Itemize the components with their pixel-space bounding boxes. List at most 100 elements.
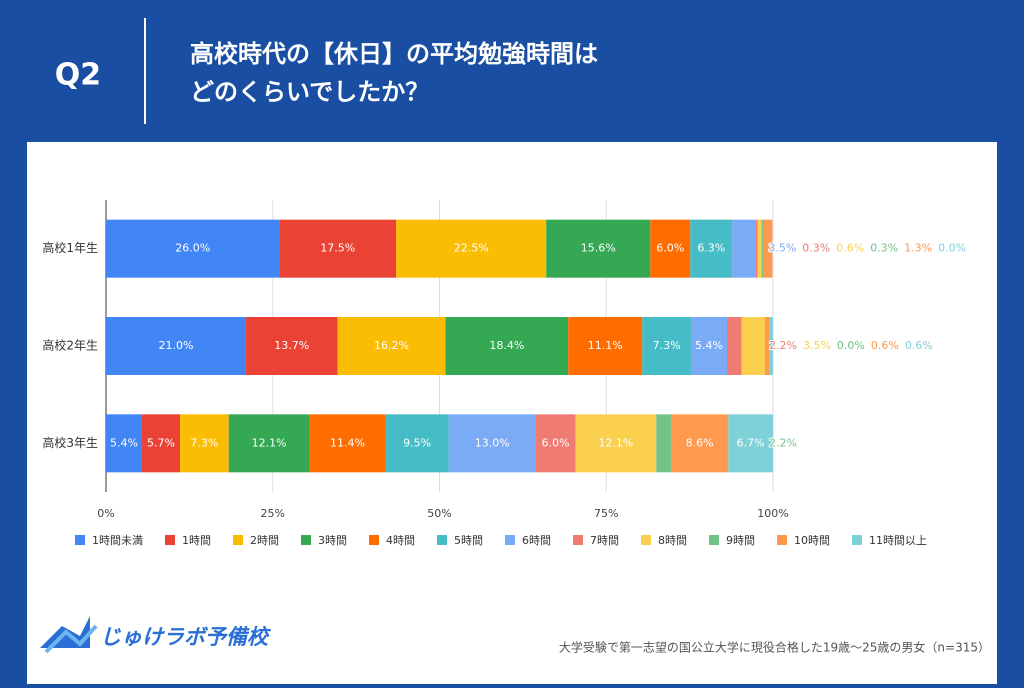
data-label: 2.2% — [769, 339, 797, 352]
bar-segment — [142, 414, 181, 473]
bar-segment — [385, 414, 449, 473]
data-label: 0.3% — [870, 242, 898, 255]
x-tick-label: 25% — [261, 507, 285, 520]
bar-segment — [650, 219, 691, 278]
data-label: 0.3% — [802, 242, 830, 255]
data-label: 3.5% — [803, 339, 831, 352]
data-label: 7.3% — [653, 339, 681, 352]
bar-segment — [741, 317, 765, 375]
bar-segment — [768, 317, 773, 375]
data-label: 6.0% — [542, 436, 570, 449]
bar-segment — [106, 317, 247, 375]
legend-label: 8時間 — [658, 534, 687, 547]
legend-label: 3時間 — [318, 534, 347, 547]
data-label: 13.0% — [475, 436, 510, 449]
bar-segment — [568, 317, 643, 375]
logo — [40, 616, 98, 654]
legend-label: 11時間以上 — [869, 534, 927, 547]
legend-swatch — [852, 535, 862, 545]
data-label: 13.7% — [274, 339, 309, 352]
legend-swatch — [233, 535, 243, 545]
legend-swatch — [573, 535, 583, 545]
bar-segment — [575, 414, 657, 473]
bar-segment — [246, 317, 338, 375]
bar-segment — [761, 219, 764, 278]
data-label: 18.4% — [489, 339, 524, 352]
legend-swatch — [777, 535, 787, 545]
legend-swatch — [165, 535, 175, 545]
data-label: 5.4% — [110, 436, 138, 449]
data-label: 11.1% — [588, 339, 623, 352]
bar-segment — [642, 317, 691, 375]
legend-label: 1時間未満 — [92, 534, 143, 547]
bar-segment — [755, 219, 758, 278]
legend-swatch — [641, 535, 651, 545]
data-label: 8.6% — [686, 436, 714, 449]
legend-swatch — [369, 535, 379, 545]
data-label: 21.0% — [159, 339, 194, 352]
data-label: 6.3% — [697, 242, 725, 255]
data-label: 0.6% — [871, 339, 899, 352]
data-label: 12.1% — [252, 436, 287, 449]
legend-label: 6時間 — [522, 534, 551, 547]
x-tick-label: 50% — [427, 507, 451, 520]
bar-segment — [279, 219, 397, 278]
brand: じゅけラボ予備校 — [100, 625, 272, 649]
data-label: 0.0% — [938, 242, 966, 255]
data-label: 6.7% — [737, 436, 765, 449]
bar-segment — [763, 219, 773, 278]
data-label: 12.1% — [598, 436, 633, 449]
x-tick-label: 75% — [594, 507, 618, 520]
bar-segment — [228, 414, 310, 473]
bar-segment — [445, 317, 569, 375]
legend-label: 10時間 — [794, 534, 830, 547]
data-label: 11.4% — [330, 436, 365, 449]
legend-swatch — [505, 535, 515, 545]
data-label: 22.5% — [454, 242, 489, 255]
x-tick-label: 0% — [97, 507, 114, 520]
bar-segment — [309, 414, 386, 473]
bar-segment — [337, 317, 446, 375]
bar-segment — [690, 219, 733, 278]
data-label: 9.5% — [403, 436, 431, 449]
data-label: 5.4% — [695, 339, 723, 352]
data-label: 15.6% — [581, 242, 616, 255]
y-tick-label: 高校1年生 — [42, 240, 98, 255]
data-label: 0.6% — [836, 242, 864, 255]
data-label: 17.5% — [320, 242, 355, 255]
bar-segment — [670, 414, 729, 473]
legend-swatch — [75, 535, 85, 545]
legend-label: 2時間 — [250, 534, 279, 547]
legend-label: 9時間 — [726, 534, 755, 547]
bar-segment — [535, 414, 576, 473]
y-tick-label: 高校2年生 — [42, 338, 98, 353]
question-label: Q2 — [55, 58, 101, 93]
data-label: 1.3% — [904, 242, 932, 255]
x-tick-label: 100% — [757, 507, 788, 520]
bar-segment — [728, 414, 773, 473]
bar-segment — [690, 317, 727, 375]
bar-segment — [757, 219, 762, 278]
data-label: 5.7% — [147, 436, 175, 449]
data-label: 7.3% — [190, 436, 218, 449]
bar-segment — [656, 414, 671, 473]
title-line: どのくらいでしたか？ — [190, 78, 429, 106]
bar-segment — [546, 219, 651, 278]
legend-swatch — [709, 535, 719, 545]
data-label: 16.2% — [374, 339, 409, 352]
data-label: 0.0% — [837, 339, 865, 352]
legend-label: 4時間 — [386, 534, 415, 547]
data-label: 0.6% — [905, 339, 933, 352]
title-line: 高校時代の【休日】の平均勉強時間は — [190, 40, 598, 68]
data-label: 3.5% — [768, 242, 796, 255]
bar-segment — [106, 414, 143, 473]
bar-segment — [396, 219, 547, 278]
bar-segment — [726, 317, 742, 375]
data-label: 2.2% — [769, 436, 797, 449]
bar-segment — [448, 414, 536, 473]
legend-label: 5時間 — [454, 534, 483, 547]
y-tick-label: 高校3年生 — [42, 435, 98, 450]
legend-label: 7時間 — [590, 534, 619, 547]
